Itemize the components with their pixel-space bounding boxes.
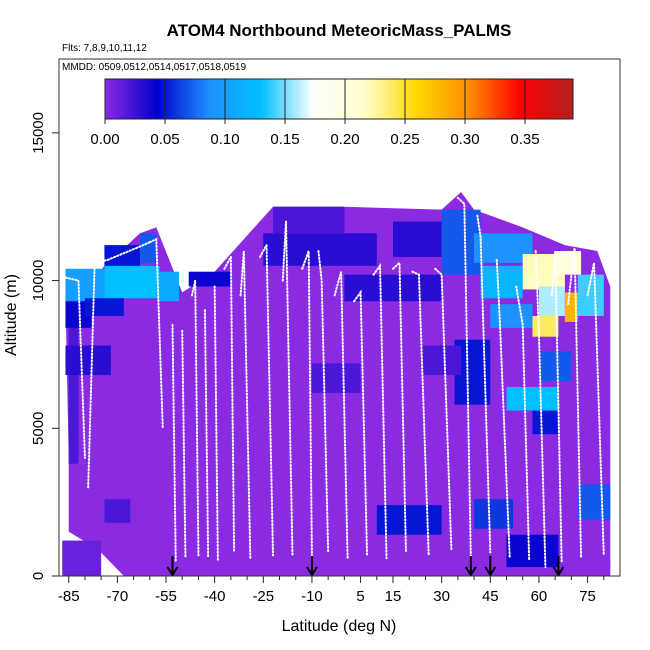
heatmap-cell [104,265,160,299]
y-tick-label: 10000 [30,260,47,302]
x-tick-label: 15 [385,588,402,605]
x-tick-label: -25 [252,588,274,605]
y-tick-label: 0 [30,572,47,580]
x-tick-label: 75 [579,588,596,605]
heatmap-cell [506,386,559,411]
subtitle-dates: MMDD: 0509,0512,0514,0517,0518,0519 [62,62,246,73]
colorbar-tick-label: 0.30 [450,131,479,148]
flight-track [301,250,313,560]
flight-track [64,276,86,459]
heatmap-cell [188,271,231,287]
heatmap-cell [532,316,559,337]
heatmap-cell [422,345,462,376]
x-tick-label: 60 [531,588,548,605]
plot-frame [58,58,621,577]
flight-track [456,196,472,560]
flight-track [223,253,236,554]
flight-track [148,237,164,430]
x-tick-label: -70 [107,588,129,605]
latitude-arrow-marker [306,556,318,577]
heatmap-cells [62,191,611,576]
heatmap-cell [65,345,111,376]
axes: -85 -70 -55 -40 -25 -10 5 15 30 45 60 75 0 5000 10000 1… [30,112,605,605]
heatmap-cell [84,298,124,317]
heatmap-cell [159,271,179,302]
flight-track [317,250,330,554]
flight-track [586,262,605,557]
flight-track [550,250,563,563]
heatmap-cell [65,268,105,302]
x-tick-label: -85 [58,588,80,605]
flight-track [181,329,187,560]
heatmap-cell [538,351,572,382]
flight-track [434,267,453,551]
heatmap-cell [104,245,141,266]
colorbar-tick-label: 0.25 [390,131,419,148]
flight-track [213,285,219,563]
subtitle-flights: Flts: 7,8,9,10,11,12 [62,43,147,54]
heatmap-cell [273,206,345,234]
flight-track [495,258,511,560]
colorbar-gradient [104,78,574,120]
heatmap-cell [140,233,157,263]
y-tick-label: 15000 [30,112,47,154]
heatmap-cell [68,286,79,464]
colorbar-tick-label: 0.15 [270,131,299,148]
x-tick-label: -10 [301,588,323,605]
latitude-arrow-marker [484,556,497,577]
heatmap-cell [376,505,442,535]
flight-track [281,221,294,557]
latitude-arrow-marker [464,556,477,577]
colorbar-tick-label: 0.05 [150,131,179,148]
flight-track [239,250,252,560]
heatmap-cell [344,274,442,302]
heatmap-cell [311,363,361,393]
flight-track [190,280,200,557]
flight-track [534,250,547,569]
heatmap-cell [555,251,582,275]
heatmap-cell [490,304,533,328]
flight-track [411,270,430,557]
colorbar-tick-label: 0.35 [510,131,539,148]
colorbar-tick-label: 0.00 [90,131,119,148]
flight-track [515,285,531,563]
flight-track [567,247,583,560]
colorbar-tick-label: 0.20 [330,131,359,148]
colorbar-tick-label: 0.10 [210,131,239,148]
flight-track [259,241,275,557]
flight-tracks [64,196,605,569]
x-tick-label: 5 [356,588,364,605]
latitude-markers [166,556,565,577]
x-tick-label: 30 [433,588,450,605]
flight-track [171,323,177,563]
heatmap-cell [62,540,102,576]
heatmap-cell [506,534,559,568]
y-axis-label: Altitude (m) [3,274,20,356]
flight-track [372,262,388,560]
heatmap-cell [474,499,513,529]
latitude-arrow-marker [166,556,179,577]
heatmap-cell [480,265,523,299]
flight-track [203,309,210,560]
x-tick-label: -40 [204,588,226,605]
flight-track [87,241,151,489]
chart-title: ATOM4 Northbound MeteoricMass_PALMS [167,21,512,40]
flight-track [476,214,492,554]
heatmap-cell [577,484,611,520]
x-tick-label: 45 [482,588,499,605]
colorbar: 0.00 0.05 0.10 0.15 0.20 0.25 0.30 0.35 [90,78,574,148]
heatmap-cell [532,410,559,435]
latitude-arrow-marker [552,556,565,577]
heatmap-cell [104,499,131,523]
x-axis-label: Latitude (deg N) [282,618,397,635]
flight-track [353,289,369,557]
flight-track [392,260,407,554]
y-tick-label: 5000 [30,412,47,445]
x-tick-label: -55 [155,588,177,605]
flight-track [333,271,349,560]
